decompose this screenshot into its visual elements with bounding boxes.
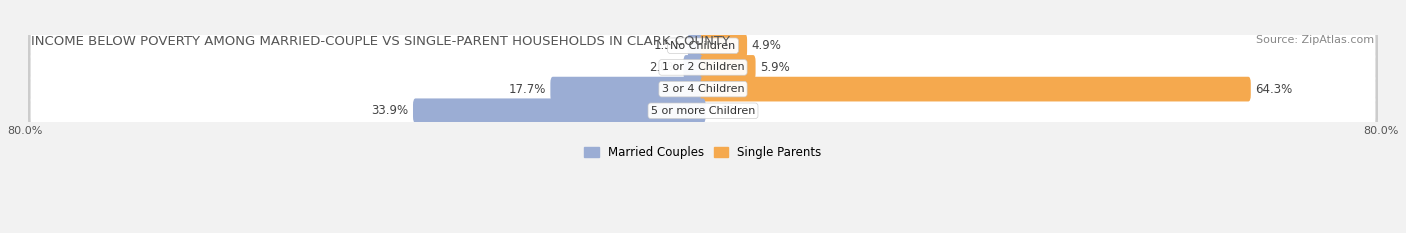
Text: 33.9%: 33.9% [371, 104, 409, 117]
Text: 5 or more Children: 5 or more Children [651, 106, 755, 116]
FancyBboxPatch shape [31, 65, 1375, 113]
FancyBboxPatch shape [413, 98, 706, 123]
FancyBboxPatch shape [683, 55, 706, 80]
FancyBboxPatch shape [700, 33, 747, 58]
FancyBboxPatch shape [31, 87, 1375, 135]
Text: 5.9%: 5.9% [759, 61, 790, 74]
Text: 3 or 4 Children: 3 or 4 Children [662, 84, 744, 94]
Text: 1 or 2 Children: 1 or 2 Children [662, 62, 744, 72]
Text: 1.5%: 1.5% [654, 39, 683, 52]
FancyBboxPatch shape [28, 64, 1378, 114]
Text: 4.9%: 4.9% [751, 39, 782, 52]
Text: Source: ZipAtlas.com: Source: ZipAtlas.com [1257, 35, 1375, 45]
Text: No Children: No Children [671, 41, 735, 51]
FancyBboxPatch shape [700, 55, 755, 80]
Text: INCOME BELOW POVERTY AMONG MARRIED-COUPLE VS SINGLE-PARENT HOUSEHOLDS IN CLARK C: INCOME BELOW POVERTY AMONG MARRIED-COUPL… [31, 35, 730, 48]
FancyBboxPatch shape [28, 86, 1378, 136]
Text: 0.0%: 0.0% [710, 104, 740, 117]
Legend: Married Couples, Single Parents: Married Couples, Single Parents [579, 141, 827, 163]
FancyBboxPatch shape [688, 33, 706, 58]
FancyBboxPatch shape [31, 43, 1375, 92]
FancyBboxPatch shape [700, 77, 1251, 101]
Text: 64.3%: 64.3% [1256, 83, 1292, 96]
FancyBboxPatch shape [31, 22, 1375, 70]
FancyBboxPatch shape [550, 77, 706, 101]
FancyBboxPatch shape [28, 42, 1378, 93]
Text: 17.7%: 17.7% [509, 83, 546, 96]
Text: 2.0%: 2.0% [650, 61, 679, 74]
FancyBboxPatch shape [28, 20, 1378, 71]
